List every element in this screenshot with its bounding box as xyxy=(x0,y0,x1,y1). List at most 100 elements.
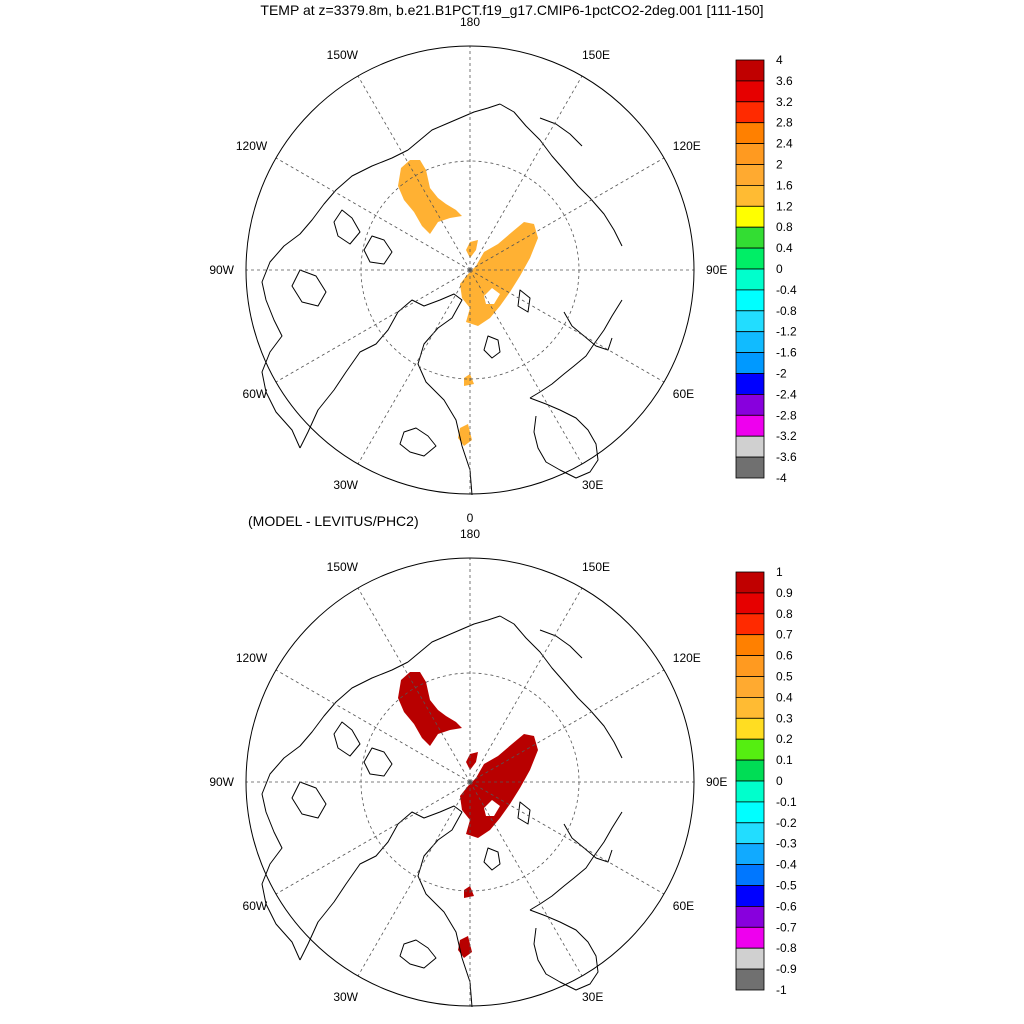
anomaly-region-5 xyxy=(458,424,472,446)
coastline-11 xyxy=(363,235,393,265)
coastline-1 xyxy=(299,293,473,496)
coastline-3 xyxy=(407,103,501,151)
figure-title: TEMP at z=3379.8m, b.e21.B1PCT.f19_g17.C… xyxy=(260,2,764,18)
meridian-line-8 xyxy=(275,781,471,895)
colorbar-label-2: 0.8 xyxy=(776,607,793,621)
meridian-line-7 xyxy=(357,269,471,465)
colorbar-label-0: 4 xyxy=(776,53,783,67)
colorbar-swatch-9 xyxy=(735,247,765,270)
colorbar-swatch-8 xyxy=(735,226,765,249)
coastline-3 xyxy=(407,615,501,663)
anomaly-region-2 xyxy=(466,752,478,770)
colorbar-label-14: -0.4 xyxy=(776,858,797,872)
latitude-circle xyxy=(360,160,580,380)
colorbar-swatch-19 xyxy=(735,456,765,479)
coastline-2 xyxy=(261,661,409,961)
colorbar-swatch-1 xyxy=(735,592,765,615)
longitude-label-6: 0 xyxy=(467,511,474,525)
coastline-5 xyxy=(529,811,623,911)
colorbar-label-14: -1.6 xyxy=(776,346,797,360)
colorbar-swatch-3 xyxy=(735,634,765,656)
colorbar-swatch-12 xyxy=(735,822,765,845)
colorbar-swatch-11 xyxy=(735,289,765,312)
colorbar-swatch-4 xyxy=(735,655,765,677)
longitude-label-5: 30E xyxy=(582,990,603,1004)
colorbar-swatch-12 xyxy=(735,310,765,333)
latitude-circle xyxy=(360,672,580,892)
coastline-10 xyxy=(333,209,361,245)
colorbar-swatch-0 xyxy=(735,571,765,594)
colorbar-label-17: -0.7 xyxy=(776,920,797,934)
colorbar-label-11: -0.1 xyxy=(776,795,797,809)
coastline-4 xyxy=(499,103,623,247)
coastline-6 xyxy=(529,909,599,991)
colorbar-swatch-17 xyxy=(735,926,765,949)
longitude-label-10: 120W xyxy=(236,651,268,665)
longitude-label-7: 30W xyxy=(333,478,358,492)
colorbar-swatch-15 xyxy=(735,373,765,395)
anomaly-region-3 xyxy=(460,222,538,326)
colorbar-label-13: -0.3 xyxy=(776,837,797,851)
meridian-line-10 xyxy=(275,157,471,271)
colorbar-swatch-7 xyxy=(735,205,765,228)
anomaly-region-3 xyxy=(460,734,538,838)
longitude-label-0: 180 xyxy=(460,527,480,541)
meridian-line-4 xyxy=(469,781,665,895)
coastline-6 xyxy=(529,397,599,479)
map-boundary xyxy=(245,45,695,495)
colorbar-label-7: 0.3 xyxy=(776,711,793,725)
colorbar-label-11: -0.4 xyxy=(776,283,797,297)
coastline-8 xyxy=(399,939,437,969)
colorbar-label-12: -0.8 xyxy=(776,304,797,318)
colorbar-swatch-4 xyxy=(735,143,765,165)
colorbar-swatch-2 xyxy=(735,613,765,636)
coastline-8 xyxy=(399,427,437,457)
colorbar-label-10: 0 xyxy=(776,262,783,276)
coastline-9 xyxy=(483,847,501,871)
coastline-11 xyxy=(363,747,393,777)
colorbar-swatch-2 xyxy=(735,101,765,124)
colorbar-label-3: 2.8 xyxy=(776,116,793,130)
longitude-label-3: 90E xyxy=(706,263,727,277)
colorbar-label-19: -0.9 xyxy=(776,962,797,976)
colorbar-swatch-18 xyxy=(735,947,765,970)
colorbar-label-1: 3.6 xyxy=(776,74,793,88)
coastline-13 xyxy=(539,117,583,147)
anomaly-region-2 xyxy=(466,240,478,258)
colorbar-swatch-13 xyxy=(735,843,765,866)
longitude-label-2: 120E xyxy=(673,651,701,665)
colorbar-swatch-1 xyxy=(735,80,765,103)
colorbar-swatch-8 xyxy=(735,738,765,761)
colorbar-swatch-9 xyxy=(735,759,765,782)
meridian-line-1 xyxy=(469,75,583,271)
colorbar-label-4: 2.4 xyxy=(776,137,793,151)
meridian-line-11 xyxy=(357,75,471,271)
coastline-12 xyxy=(291,781,327,819)
meridian-line-2 xyxy=(469,157,665,271)
colorbar-label-8: 0.2 xyxy=(776,732,793,746)
coastline-7 xyxy=(563,311,613,351)
longitude-label-4: 60E xyxy=(673,899,694,913)
colorbar-label-9: 0.4 xyxy=(776,241,793,255)
longitude-label-7: 30W xyxy=(333,990,358,1004)
anomaly-region-1 xyxy=(398,672,462,746)
colorbar: 1 0.9 0.8 0.7 0.6 0.5 0.4 0.3 0.2 0.1 0 -0.1 -0.2 -0.… xyxy=(735,565,797,997)
map-panel-model-temperature: 180 150E 120E 90E 60E 30E 0 30W 60W 90W 120W 150W 4 3… xyxy=(209,15,797,525)
meridian-line-5 xyxy=(469,781,583,977)
colorbar-label-6: 1.6 xyxy=(776,178,793,192)
colorbar-label-18: -3.2 xyxy=(776,429,797,443)
coastline-9 xyxy=(483,335,501,359)
meridian-line-8 xyxy=(275,269,471,383)
anomaly-gap-1 xyxy=(484,288,500,304)
colorbar-label-12: -0.2 xyxy=(776,816,797,830)
colorbar-swatch-16 xyxy=(735,393,765,416)
colorbar-swatch-13 xyxy=(735,331,765,354)
colorbar-label-1: 0.9 xyxy=(776,586,793,600)
longitude-label-1: 150E xyxy=(582,560,610,574)
longitude-label-11: 150W xyxy=(327,48,359,62)
colorbar-swatch-6 xyxy=(735,184,765,207)
coastline-14 xyxy=(517,289,531,313)
colorbar-label-9: 0.1 xyxy=(776,753,793,767)
coastline-5 xyxy=(529,299,623,399)
colorbar-label-6: 0.4 xyxy=(776,690,793,704)
